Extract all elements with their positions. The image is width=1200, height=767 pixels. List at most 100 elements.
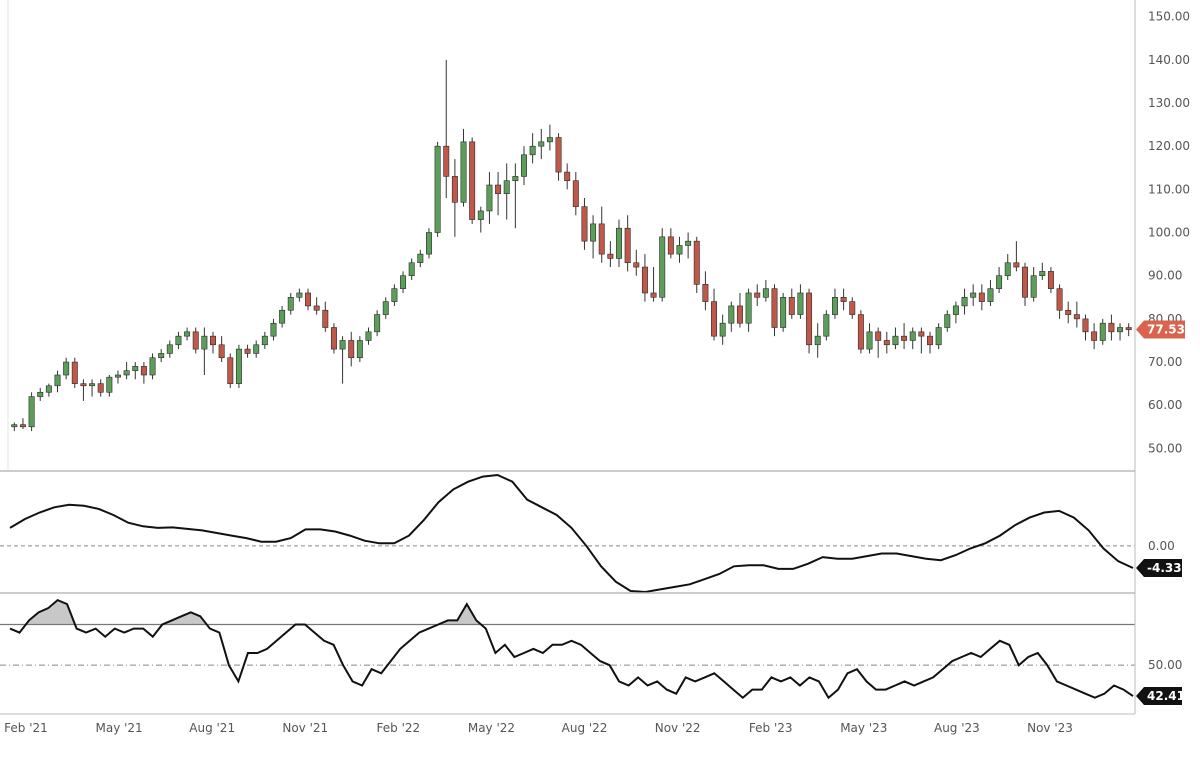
candle [719,314,726,345]
price-tick-label: 60.00 [1148,398,1182,412]
candle-body [89,383,96,387]
candle-body [1117,327,1124,333]
candle [598,206,605,263]
rsi-mid-label: 50.00 [1148,658,1182,672]
candle-body [417,253,424,264]
x-tick-label: Aug '21 [189,721,235,735]
candle [19,418,26,429]
candle-body [270,322,277,337]
candle [762,280,769,302]
candle [736,292,743,328]
candle-body [106,376,113,393]
candle-body [1099,322,1106,341]
candle [149,353,156,380]
candle [123,362,130,380]
candle-body [736,305,743,324]
candle [641,254,648,302]
candle-body [944,314,951,328]
oscillator-zero-label: 0.00 [1148,539,1175,553]
candle-body [365,331,372,341]
price-last-value: 77.53 [1147,323,1185,337]
candle-body [667,236,674,255]
x-tick-label: Aug '23 [934,721,980,735]
candle [54,370,61,393]
candle-body [538,141,545,147]
candle [1082,314,1089,341]
candle [71,357,78,388]
candle [503,163,510,220]
candle-body [1073,314,1080,320]
candle [37,387,44,401]
candle [745,288,752,332]
candle-body [391,288,398,302]
candle-body [11,424,18,428]
candle [529,133,536,164]
candle-body [1022,266,1028,298]
x-tick-label: May '23 [840,721,887,735]
candle [1099,318,1106,345]
candle-body [348,340,355,359]
candle [831,288,838,319]
candle-body [935,327,942,346]
candle [210,331,216,354]
candle-body [149,357,156,376]
candle [28,392,35,432]
candle-body [909,331,916,341]
candle [425,228,432,259]
candle-body [296,292,303,298]
candle-body [555,137,562,173]
candle-body [831,296,838,315]
candle-body [719,322,726,337]
candle [382,297,389,319]
candle [892,327,899,350]
candle [356,336,363,363]
candle-body [175,335,182,346]
candle [624,215,631,272]
candle [978,284,985,311]
candle-body [261,335,268,346]
candle-body [987,288,994,302]
candle [901,323,908,350]
rsi-overbought-fill [25,600,482,625]
candle-body [486,184,493,212]
candle [443,59,450,198]
candle-body [322,309,329,328]
candle-body [1125,327,1132,330]
candle [305,288,312,311]
candle [391,284,398,306]
candle-body [503,180,510,194]
candle-body [400,275,407,289]
price-tick-label: 100.00 [1148,226,1190,240]
candle-body [892,335,899,346]
price-tick-label: 150.00 [1148,10,1190,24]
candle-body [745,292,752,324]
x-tick-label: Nov '22 [655,721,701,735]
candle-body [356,340,363,359]
candle [546,124,553,151]
candle [849,297,856,319]
candle-body [641,266,648,294]
candle [970,284,977,306]
candle-body [875,331,882,341]
candle [512,163,519,229]
candle [633,249,640,276]
candle [616,219,622,268]
candle-body [762,288,769,298]
candle [322,301,329,332]
candle [996,267,1003,293]
candle-body [883,340,890,346]
rsi-line [9,598,1134,700]
candle [961,288,968,315]
candle [175,331,182,350]
x-tick-label: Feb '22 [377,721,421,735]
candle [555,133,562,181]
candle-body [330,327,337,350]
candle [227,353,234,388]
candle-body [434,145,441,233]
candle [339,336,346,384]
candle-body [970,292,977,298]
candle [261,331,268,350]
candle [702,271,709,311]
candle-body [978,292,985,302]
